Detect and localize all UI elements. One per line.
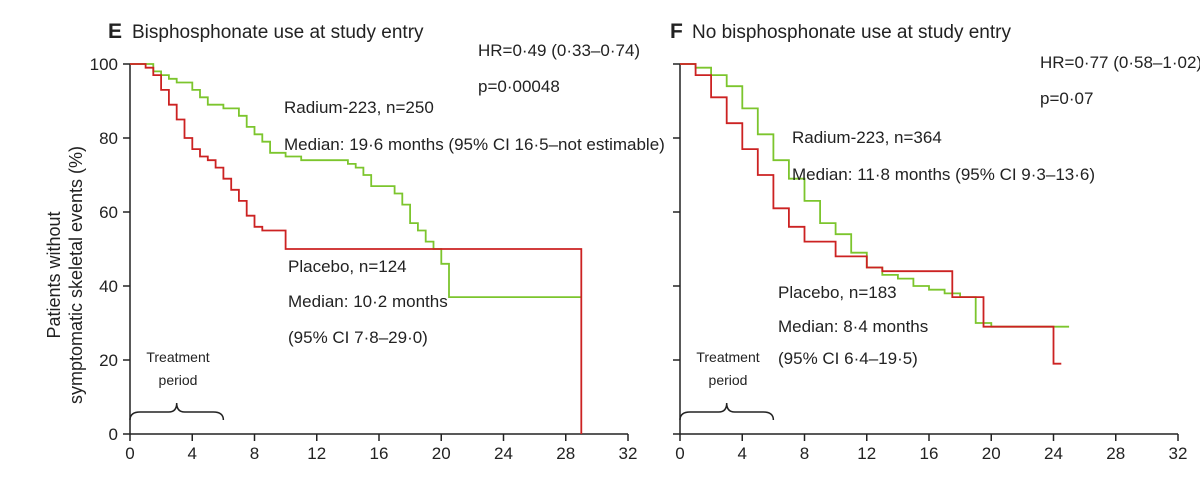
km-curve-radium-223-f: [680, 63, 1070, 328]
y-tick-label-e: 80: [99, 129, 118, 148]
placebo-label-e: Placebo, n=124: [288, 257, 407, 276]
placebo-label-f: Placebo, n=183: [778, 283, 897, 302]
x-tick-label-f: 8: [800, 444, 809, 463]
treatment-label-line1-e: Treatment: [146, 349, 209, 365]
hazard-ratio-e: HR=0·49 (0·33–0·74): [478, 41, 640, 60]
placebo-median-e: Median: 10·2 months: [288, 292, 448, 311]
p-value-f: p=0·07: [1040, 89, 1093, 108]
x-tick-label-f: 20: [982, 444, 1001, 463]
x-tick-label-f: 4: [738, 444, 747, 463]
placebo-ci-e: (95% CI 7·8–29·0): [288, 328, 428, 347]
x-tick-label-e: 12: [307, 444, 326, 463]
treatment-period-e: Treatment period: [129, 349, 225, 421]
treatment-brace-f: [679, 402, 775, 421]
panel-f: F No bisphosphonate use at study entry 0…: [670, 20, 1200, 463]
x-tick-label-e: 16: [370, 444, 389, 463]
treatment-period-f: Treatment period: [679, 349, 775, 421]
x-tick-label-e: 4: [188, 444, 197, 463]
x-tick-label-e: 0: [125, 444, 134, 463]
km-curve-placebo-e: [130, 63, 583, 434]
x-tick-label-e: 28: [556, 444, 575, 463]
x-tick-label-f: 32: [1169, 444, 1188, 463]
y-axis-label: Patients without symptomatic skeletal ev…: [44, 146, 86, 404]
radium-label-e: Radium-223, n=250: [284, 98, 434, 117]
x-tick-label-e: 20: [432, 444, 451, 463]
x-tick-label-f: 12: [857, 444, 876, 463]
x-tick-label-e: 32: [619, 444, 638, 463]
curves-f: [680, 63, 1070, 365]
placebo-median-f: Median: 8·4 months: [778, 317, 928, 336]
x-tick-label-e: 24: [494, 444, 513, 463]
x-tick-label-f: 16: [920, 444, 939, 463]
radium-median-f: Median: 11·8 months (95% CI 9·3–13·6): [792, 165, 1095, 184]
treatment-label-line2-f: period: [709, 372, 748, 388]
radium-label-f: Radium-223, n=364: [792, 128, 942, 147]
x-tick-label-e: 8: [250, 444, 259, 463]
curves-e: [130, 63, 583, 434]
radium-median-e: Median: 19·6 months (95% CI 16·5–not est…: [284, 135, 665, 154]
panel-letter-e: E: [108, 20, 122, 43]
x-tick-label-f: 24: [1044, 444, 1063, 463]
km-curve-radium-223-e: [130, 63, 582, 298]
x-tick-label-f: 28: [1106, 444, 1125, 463]
y-tick-label-e: 40: [99, 277, 118, 296]
panel-e: E Bisphosphonate use at study entry 0 4 8 1…: [90, 20, 665, 463]
p-value-e: p=0·00048: [478, 77, 560, 96]
y-tick-label-e: 100: [90, 55, 118, 74]
placebo-ci-f: (95% CI 6·4–19·5): [778, 349, 918, 368]
y-tick-label-e: 0: [109, 425, 118, 444]
axes-f: 0 4 8 12 16 20 24 28 32: [673, 63, 1188, 463]
treatment-label-line1-f: Treatment: [696, 349, 759, 365]
km-curve-placebo-f: [680, 63, 1062, 365]
x-tick-label-f: 0: [675, 444, 684, 463]
panel-title-f: No bisphosphonate use at study entry: [692, 22, 1011, 43]
panel-letter-f: F: [670, 20, 683, 43]
y-axis-label-line1: Patients without: [44, 211, 64, 338]
treatment-brace-e: [129, 402, 225, 421]
treatment-label-line2-e: period: [159, 372, 198, 388]
y-axis-label-line2: symptomatic skeletal events (%): [66, 146, 86, 404]
y-tick-label-e: 20: [99, 351, 118, 370]
hazard-ratio-f: HR=0·77 (0·58–1·02): [1040, 53, 1200, 72]
panel-title-e: Bisphosphonate use at study entry: [132, 22, 424, 43]
y-tick-label-e: 60: [99, 203, 118, 222]
axes-e: 0 4 8 12 16 20 24 28 32 0 20 40 60 80 100: [90, 55, 638, 463]
